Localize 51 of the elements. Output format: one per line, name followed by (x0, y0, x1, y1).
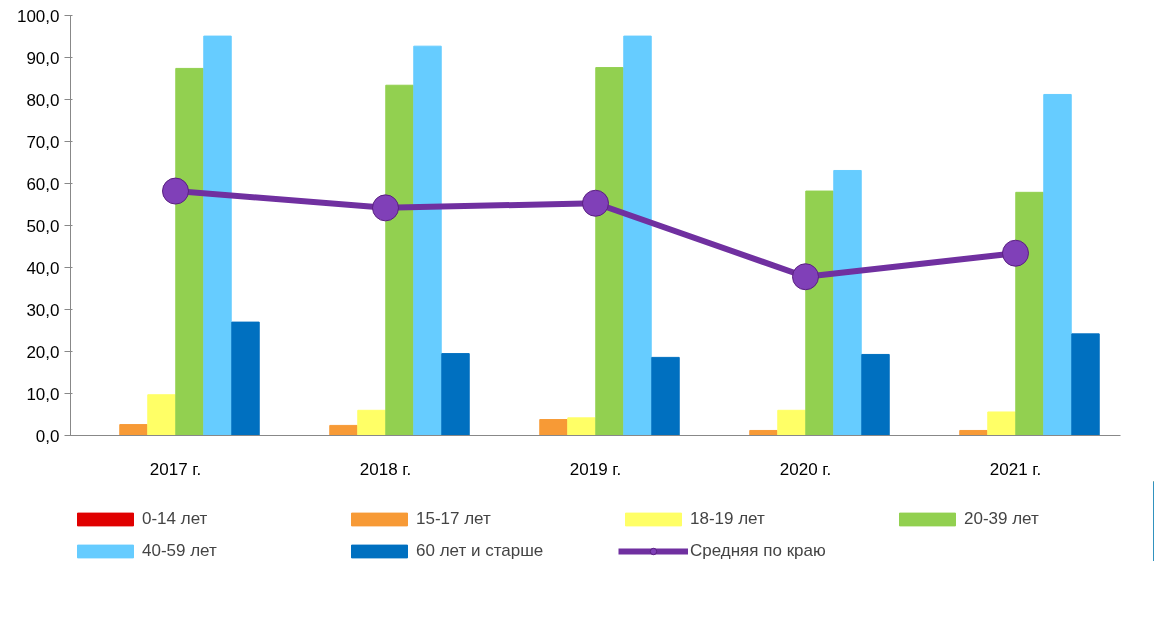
bar (833, 169, 862, 436)
y-tick-label: 100,0 (16, 6, 60, 26)
bar (777, 409, 806, 436)
y-tick-label: 10,0 (26, 384, 60, 404)
bar (1071, 333, 1100, 436)
bar (651, 356, 680, 436)
bar (119, 424, 148, 436)
bar (413, 45, 442, 436)
point (792, 263, 819, 291)
bar (441, 353, 470, 436)
bar (231, 321, 260, 436)
legend-label: Средняя по краю (690, 541, 827, 561)
legend-label: 18-19 лет (690, 509, 766, 529)
bar (987, 411, 1016, 436)
point (372, 194, 399, 222)
legend-label: 20-39 лет (964, 509, 1040, 529)
point (582, 189, 609, 217)
point (162, 177, 189, 205)
legend-label: 60 лет и старше (416, 541, 545, 561)
legend-label: 40-59 лет (142, 541, 218, 561)
x-tick-label: 2017 г. (149, 459, 202, 479)
bar (1043, 93, 1072, 436)
bar (385, 84, 414, 436)
bar (861, 353, 890, 436)
x-tick-label: 2018 г. (359, 459, 412, 479)
bar (147, 394, 176, 436)
bar (203, 35, 232, 436)
legend-label: 0-14 лет (142, 509, 209, 529)
bar (357, 409, 386, 436)
bar (329, 424, 358, 436)
y-tick-label: 0,0 (35, 426, 60, 446)
bar (595, 67, 624, 436)
point (1002, 239, 1029, 267)
y-tick-label: 60,0 (26, 174, 60, 194)
y-tick-label: 70,0 (26, 132, 60, 152)
y-tick-label: 30,0 (26, 300, 60, 320)
x-tick-label: 2021 г. (989, 459, 1042, 479)
y-tick-label: 40,0 (26, 258, 60, 278)
bar (1015, 191, 1044, 436)
legend-label: 15-17 лет (416, 509, 492, 529)
y-tick-label: 20,0 (26, 342, 60, 362)
y-tick-label: 90,0 (26, 48, 60, 68)
bar (175, 67, 204, 436)
y-tick-label: 50,0 (26, 216, 60, 236)
bar (567, 417, 596, 436)
y-tick-label: 80,0 (26, 90, 60, 110)
bar (623, 35, 652, 436)
bar (805, 190, 834, 436)
x-tick-label: 2020 г. (779, 459, 832, 479)
x-tick-label: 2019 г. (569, 459, 622, 479)
bar (539, 419, 568, 436)
